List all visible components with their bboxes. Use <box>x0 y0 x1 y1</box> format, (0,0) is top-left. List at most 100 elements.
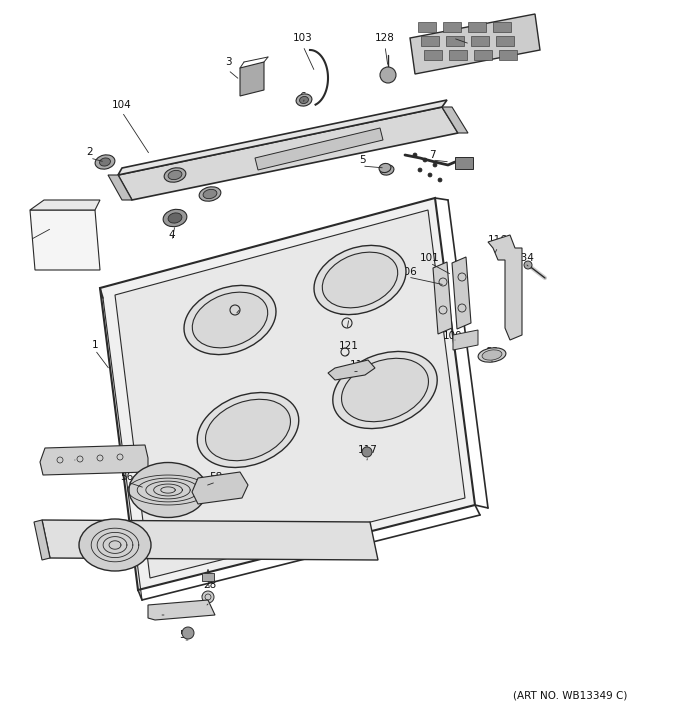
Text: 117: 117 <box>358 445 378 455</box>
Ellipse shape <box>99 158 110 166</box>
Polygon shape <box>118 107 458 200</box>
Text: 5: 5 <box>358 155 365 165</box>
Circle shape <box>380 67 396 83</box>
Text: 101: 101 <box>420 253 440 263</box>
Polygon shape <box>115 210 465 578</box>
Ellipse shape <box>482 350 502 360</box>
Circle shape <box>362 447 372 457</box>
Polygon shape <box>108 175 132 200</box>
Circle shape <box>438 178 442 182</box>
Bar <box>493 22 511 32</box>
Ellipse shape <box>184 286 276 355</box>
Bar <box>202 573 214 581</box>
Text: 121: 121 <box>339 341 359 351</box>
Text: 56: 56 <box>120 472 134 482</box>
Bar <box>449 50 467 60</box>
Ellipse shape <box>314 245 406 315</box>
Polygon shape <box>40 445 148 475</box>
Text: 9999: 9999 <box>39 217 65 227</box>
Ellipse shape <box>341 358 428 422</box>
Polygon shape <box>452 257 471 329</box>
Ellipse shape <box>203 189 217 199</box>
Text: 32: 32 <box>157 605 171 615</box>
Text: 28: 28 <box>203 580 217 590</box>
Bar <box>499 50 517 60</box>
Polygon shape <box>433 262 452 334</box>
Text: (ART NO. WB13349 C): (ART NO. WB13349 C) <box>513 690 627 700</box>
Text: 6: 6 <box>300 92 306 102</box>
Text: 59: 59 <box>65 450 79 460</box>
Bar <box>455 157 473 169</box>
Text: 3: 3 <box>224 57 231 67</box>
Polygon shape <box>30 200 100 210</box>
Bar <box>474 50 492 60</box>
Ellipse shape <box>129 463 207 518</box>
Polygon shape <box>42 520 378 560</box>
Text: 119: 119 <box>350 360 370 370</box>
Ellipse shape <box>333 352 437 428</box>
Bar <box>421 36 439 46</box>
Text: 128: 128 <box>375 33 395 43</box>
Bar <box>443 22 461 32</box>
Text: 55: 55 <box>180 630 192 640</box>
Ellipse shape <box>79 519 151 571</box>
Ellipse shape <box>199 187 221 202</box>
Text: 2: 2 <box>86 147 93 157</box>
Ellipse shape <box>205 399 290 460</box>
Polygon shape <box>34 520 50 560</box>
Polygon shape <box>100 198 475 590</box>
Polygon shape <box>118 100 447 175</box>
Text: 104: 104 <box>112 100 132 110</box>
Text: 129: 129 <box>443 27 463 37</box>
Circle shape <box>423 158 427 162</box>
Polygon shape <box>148 600 215 620</box>
Ellipse shape <box>322 252 398 308</box>
Text: 27: 27 <box>201 595 214 605</box>
Ellipse shape <box>192 292 268 348</box>
Bar <box>424 50 442 60</box>
Polygon shape <box>328 360 375 380</box>
Bar <box>468 22 486 32</box>
Polygon shape <box>30 210 100 270</box>
Circle shape <box>413 153 417 157</box>
Ellipse shape <box>380 165 394 175</box>
Circle shape <box>418 168 422 172</box>
Polygon shape <box>442 107 468 133</box>
Text: 7: 7 <box>428 150 435 160</box>
Polygon shape <box>240 62 264 96</box>
Ellipse shape <box>168 213 182 223</box>
Ellipse shape <box>197 392 299 468</box>
Text: 100: 100 <box>443 331 463 341</box>
Ellipse shape <box>164 167 186 182</box>
Polygon shape <box>453 330 478 350</box>
Bar <box>496 36 514 46</box>
Ellipse shape <box>95 155 115 169</box>
Bar <box>446 36 464 46</box>
Bar <box>418 22 436 32</box>
Ellipse shape <box>299 96 309 104</box>
Text: 103: 103 <box>293 33 313 43</box>
Text: 88: 88 <box>486 347 498 357</box>
Text: 116: 116 <box>488 235 508 245</box>
Polygon shape <box>255 128 383 170</box>
Ellipse shape <box>379 163 391 173</box>
Text: 106: 106 <box>398 267 418 277</box>
Circle shape <box>433 163 437 167</box>
Circle shape <box>182 627 194 639</box>
Circle shape <box>202 591 214 603</box>
Circle shape <box>428 173 432 177</box>
Text: 1: 1 <box>92 340 99 350</box>
Bar <box>471 36 489 46</box>
Polygon shape <box>488 235 522 340</box>
Polygon shape <box>410 14 540 74</box>
Text: 134: 134 <box>515 253 535 263</box>
Text: 4: 4 <box>169 230 175 240</box>
Ellipse shape <box>296 94 312 106</box>
Ellipse shape <box>163 210 187 227</box>
Text: 58: 58 <box>209 472 222 482</box>
Polygon shape <box>192 472 248 504</box>
Text: 131: 131 <box>231 297 251 307</box>
Ellipse shape <box>478 348 506 362</box>
Circle shape <box>524 261 532 269</box>
Ellipse shape <box>168 170 182 180</box>
